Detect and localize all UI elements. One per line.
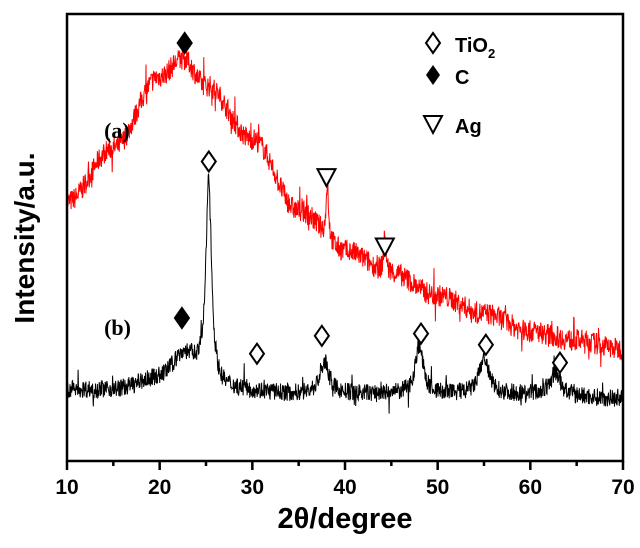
legend-open-triangle-icon — [422, 115, 444, 136]
x-tick-label: 10 — [55, 476, 78, 499]
x-tick-label: 60 — [519, 476, 542, 499]
filled-diamond-marker-icon — [173, 306, 191, 330]
plot-area — [66, 46, 624, 414]
open-diamond-marker-icon — [412, 321, 430, 346]
series-label-b: (b) — [104, 315, 131, 340]
open-diamond-marker-icon — [551, 350, 569, 375]
filled-diamond-marker-icon — [176, 31, 193, 55]
y-axis-label: Intensity/a.u. — [9, 152, 40, 323]
legend-filled-diamond-icon — [426, 65, 440, 85]
open-diamond-marker-icon — [477, 333, 495, 357]
x-tick-label: 50 — [426, 476, 449, 499]
legend-label-c: C — [455, 67, 469, 89]
legend-label-tio2: TiO2 — [455, 35, 495, 61]
open-diamond-marker-icon — [313, 324, 331, 348]
series-line-a — [66, 46, 624, 368]
open-diamond-marker-icon — [200, 149, 218, 174]
series-label-a: (a) — [104, 118, 130, 143]
x-axis-label: 2θ/degree — [278, 503, 413, 535]
x-tick-label: 20 — [148, 476, 171, 499]
x-axis: 10 20 30 40 50 60 70 — [55, 461, 635, 499]
legend-label-ag: Ag — [455, 116, 482, 138]
open-diamond-marker-icon — [248, 341, 266, 366]
x-tick-label: 40 — [333, 476, 356, 499]
series-line-b — [66, 173, 624, 414]
open-triangle-down-marker-icon — [315, 168, 338, 189]
x-tick-label: 30 — [241, 476, 264, 499]
peak-markers — [173, 31, 569, 375]
x-tick-label: 70 — [611, 476, 634, 499]
legend: TiO2 C Ag — [422, 31, 495, 138]
open-triangle-down-marker-icon — [374, 237, 396, 258]
legend-open-diamond-icon — [424, 31, 442, 55]
